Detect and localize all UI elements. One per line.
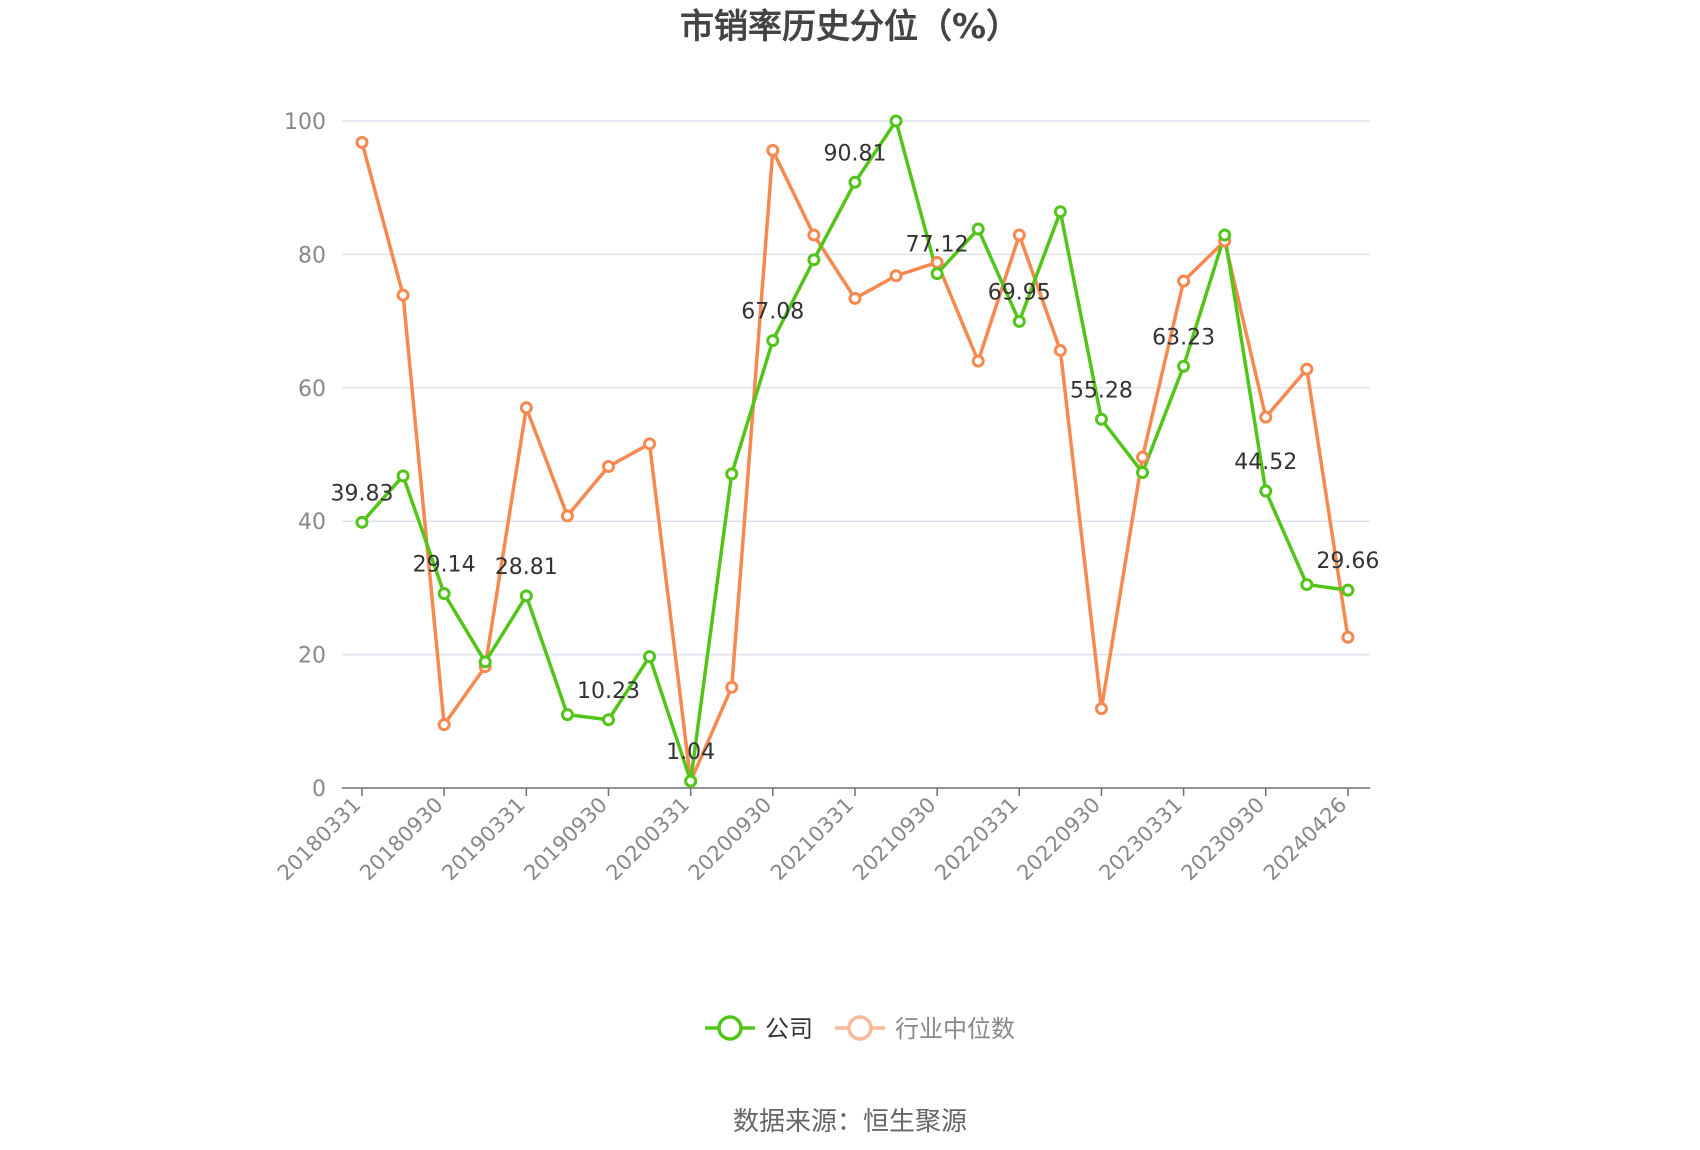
x-tick-label: 20230930	[1177, 793, 1270, 886]
x-tick-label: 20240426	[1259, 793, 1352, 886]
series-points	[355, 114, 1355, 788]
data-point	[1218, 228, 1232, 242]
x-tick-label: 20190331	[437, 793, 530, 886]
x-tick-label: 20210331	[766, 793, 859, 886]
data-point	[601, 713, 615, 727]
data-point	[396, 288, 410, 302]
y-tick-label: 20	[298, 644, 326, 669]
data-point	[643, 650, 657, 664]
data-label: 90.81	[823, 141, 886, 166]
data-point	[1341, 583, 1355, 597]
data-point	[1053, 205, 1067, 219]
data-point	[643, 437, 657, 451]
x-tick-label: 20190930	[519, 793, 612, 886]
data-label: 28.81	[495, 555, 558, 580]
data-point	[930, 267, 944, 281]
series-line-1	[360, 141, 1350, 784]
legend-item-0[interactable]: 公司	[705, 1015, 813, 1043]
legend-marker	[717, 1015, 743, 1041]
data-label: 69.95	[988, 280, 1051, 305]
data-label: 55.28	[1070, 378, 1133, 403]
data-point	[1177, 274, 1191, 288]
data-point	[848, 175, 862, 189]
axes: 0 20 40 60 80 100 2018033120180930201903312019…	[273, 110, 1370, 885]
data-point	[1177, 359, 1191, 373]
data-point	[396, 469, 410, 483]
legend[interactable]: 公司 行业中位数	[705, 1015, 1015, 1043]
x-tick-label: 20200331	[602, 793, 695, 886]
source-note: 数据来源：恒生聚源	[733, 1107, 967, 1137]
x-tick-label: 20200930	[684, 793, 777, 886]
data-label: 67.08	[741, 300, 804, 325]
data-label: 1.04	[666, 740, 715, 765]
data-point	[848, 291, 862, 305]
legend-item-1[interactable]: 行业中位数	[835, 1015, 1015, 1043]
data-point	[807, 228, 821, 242]
data-point	[519, 589, 533, 603]
data-point	[1341, 630, 1355, 644]
data-point	[725, 680, 739, 694]
legend-label: 行业中位数	[895, 1015, 1015, 1043]
data-label: 29.66	[1316, 549, 1379, 574]
data-point	[889, 114, 903, 128]
y-tick-label: 40	[298, 510, 326, 535]
data-labels: 39.83 29.14 28.81 10.23 1.04 67.08 90.81 77.12 6…	[331, 141, 1380, 765]
data-point	[519, 401, 533, 415]
x-tick-label: 20220930	[1012, 793, 1105, 886]
data-point	[1136, 466, 1150, 480]
data-point	[766, 143, 780, 157]
data-point	[1259, 484, 1273, 498]
data-point	[766, 334, 780, 348]
data-point	[1136, 450, 1150, 464]
data-point	[437, 718, 451, 732]
data-point	[1053, 343, 1067, 357]
data-point	[560, 708, 574, 722]
x-tick-label: 20230331	[1095, 793, 1188, 886]
y-tick-label: 60	[298, 377, 326, 402]
data-label: 10.23	[577, 679, 640, 704]
data-point	[355, 135, 369, 149]
data-label: 39.83	[331, 481, 394, 506]
data-point	[971, 354, 985, 368]
data-point	[437, 587, 451, 601]
data-point	[1094, 412, 1108, 426]
data-point	[355, 515, 369, 529]
data-point	[1300, 578, 1314, 592]
data-point	[725, 467, 739, 481]
data-point	[1259, 410, 1273, 424]
series-line-0	[360, 119, 1349, 783]
data-point	[478, 655, 492, 669]
data-point	[684, 774, 698, 788]
data-point	[601, 460, 615, 474]
data-label: 77.12	[906, 233, 969, 258]
data-label: 44.52	[1234, 450, 1297, 475]
data-point	[930, 255, 944, 269]
data-label: 63.23	[1152, 325, 1215, 350]
legend-marker	[847, 1015, 873, 1041]
x-tick-label: 20180930	[355, 793, 448, 886]
data-point	[1012, 314, 1026, 328]
x-tick-label: 20180331	[273, 793, 366, 886]
data-point	[1012, 228, 1026, 242]
data-point	[560, 509, 574, 523]
chart-title: 市销率历史分位（%）	[680, 7, 1020, 47]
series-lines	[360, 119, 1350, 784]
x-tick-label: 20210930	[848, 793, 941, 886]
data-point	[807, 253, 821, 267]
x-tick-label: 20220331	[930, 793, 1023, 886]
data-point	[1094, 702, 1108, 716]
y-tick-label: 0	[312, 777, 326, 802]
data-point	[1300, 362, 1314, 376]
data-point	[889, 269, 903, 283]
y-tick-label: 100	[284, 110, 326, 135]
y-tick-label: 80	[298, 243, 326, 268]
data-label: 29.14	[413, 553, 476, 578]
grid	[342, 120, 1370, 656]
legend-label: 公司	[765, 1015, 813, 1043]
data-point	[971, 222, 985, 236]
